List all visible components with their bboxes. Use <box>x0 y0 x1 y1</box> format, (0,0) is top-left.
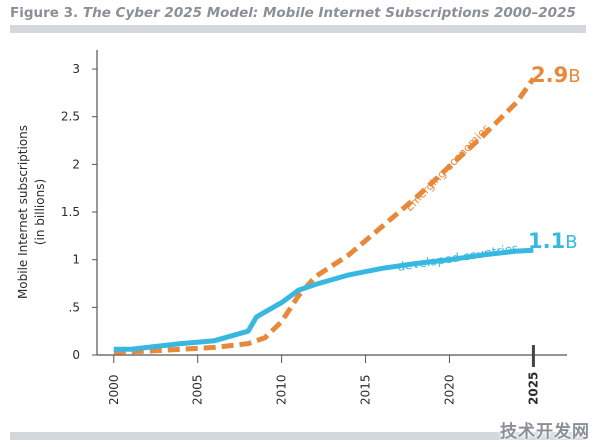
chart-axes <box>96 50 567 356</box>
y-axis-label-line1: Mobile Internet subscriptions <box>16 125 30 299</box>
x-tick-label: 2000 <box>107 374 121 405</box>
figure-title: Figure 3. The Cyber 2025 Model: Mobile I… <box>10 5 586 21</box>
x-tick-label: 2020 <box>443 374 457 405</box>
x-axis-ticks: 2000 2005 2010 2015 2020 2025 <box>107 345 540 405</box>
y-tick-label: .5 <box>69 300 80 314</box>
series-line-emerging-economies <box>113 77 536 355</box>
y-tick-label: 0 <box>72 348 80 362</box>
series-line-developed-countries <box>113 247 534 352</box>
y-tick-label: 1.5 <box>61 205 80 219</box>
end-label-developed-unit: B <box>565 232 577 253</box>
x-tick-label: 2010 <box>275 374 289 405</box>
y-tick-label: 2.5 <box>61 110 80 124</box>
end-label-developed: 1.1B <box>528 229 578 253</box>
series-label-developed-countries: developed countries <box>396 241 519 274</box>
end-label-emerging-unit: B <box>568 66 580 87</box>
x-tick-label: 2025 <box>526 372 540 405</box>
series-label-emerging-economies: Emerging economies <box>403 122 493 215</box>
y-tick-label: 1 <box>72 253 80 267</box>
top-divider <box>10 25 586 33</box>
bottom-divider <box>10 432 586 440</box>
chart-labels: Emerging economies developed countries 2.9… <box>396 63 580 274</box>
watermark: 技术开发网 <box>500 422 590 442</box>
chart-series <box>113 77 536 355</box>
x-tick-label: 2005 <box>191 374 205 405</box>
y-axis-label-line2: (in billions) <box>33 179 47 245</box>
y-tick-label: 3 <box>72 62 80 76</box>
end-label-emerging-value: 2.9 <box>531 63 568 87</box>
x-tick-label: 2015 <box>359 374 373 405</box>
figure-label: Figure 3. <box>10 5 79 21</box>
y-axis-ticks: 0 .5 1 1.5 2 2.5 3 <box>61 62 97 362</box>
end-label-developed-value: 1.1 <box>528 229 565 253</box>
y-tick-label: 2 <box>72 157 80 171</box>
figure-title-text: The Cyber 2025 Model: Mobile Internet Su… <box>82 5 576 21</box>
end-label-emerging: 2.9B <box>531 63 581 87</box>
